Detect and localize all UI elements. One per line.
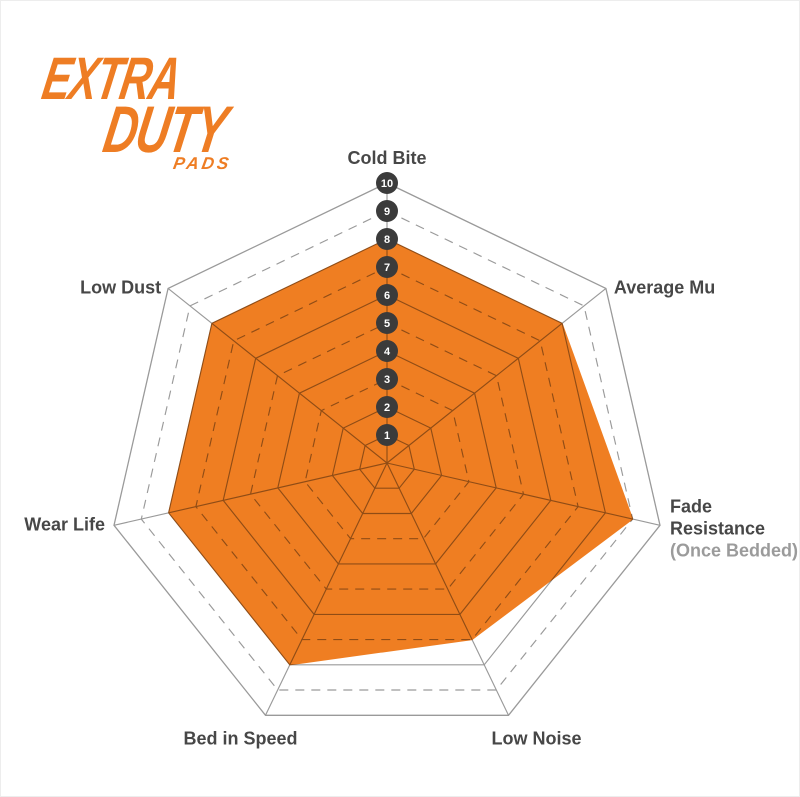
- axis-label-low-noise: Low Noise: [491, 728, 581, 748]
- grid-ring-5: [249, 322, 525, 590]
- grid-ring-6: [222, 294, 552, 615]
- scale-tick-label-10: 10: [381, 178, 393, 190]
- axis-label-fade-resistance: Fade Resistance (Once Bedded): [670, 496, 798, 560]
- scale-tick-3: [376, 368, 398, 390]
- scale-tick-label-7: 7: [384, 262, 390, 274]
- axis-spoke-wear-life: [113, 462, 388, 526]
- axis-spoke-low-dust: [167, 287, 388, 464]
- grid-ring-7: [195, 266, 579, 641]
- scale-tick-6: [376, 284, 398, 306]
- scale-tick-label-1: 1: [384, 430, 390, 442]
- grid-ring-3: [304, 378, 470, 540]
- scale-tick-label-3: 3: [384, 374, 390, 386]
- scale-tick-9: [376, 200, 398, 222]
- grid-ring-2: [331, 406, 443, 515]
- scale-tick-label-5: 5: [384, 318, 390, 330]
- axis-spoke-average-mu: [386, 287, 607, 464]
- scale-tick-label-6: 6: [384, 290, 390, 302]
- axis-spoke-low-noise: [386, 462, 510, 716]
- axis-label-cold-bite: Cold Bite: [348, 148, 427, 168]
- scale-tick-10: [376, 172, 398, 194]
- scale-tick-7: [376, 256, 398, 278]
- scale-tick-label-8: 8: [384, 234, 390, 246]
- axis-label-average-mu: Average Mu: [614, 277, 715, 297]
- axis-spoke-fade-resistance: [386, 462, 661, 526]
- scale-tick-label-4: 4: [384, 346, 391, 358]
- scale-tick-label-9: 9: [384, 206, 390, 218]
- axis-label-low-dust: Low Dust: [80, 277, 161, 297]
- scale-tick-4: [376, 340, 398, 362]
- grid-ring-10: [113, 182, 661, 716]
- axis-sublabel-fade-resistance: (Once Bedded): [670, 540, 798, 560]
- axis-spoke-bed-in-speed: [264, 462, 388, 716]
- scale-tick-2: [376, 396, 398, 418]
- scale-tick-1: [376, 424, 398, 446]
- grid-ring-4: [277, 350, 497, 565]
- scale-tick-5: [376, 312, 398, 334]
- axis-label-wear-life: Wear Life: [24, 514, 105, 534]
- grid-ring-1: [359, 434, 415, 489]
- axis-label-bed-in-speed: Bed in Speed: [183, 728, 297, 748]
- scale-tick-label-2: 2: [384, 402, 390, 414]
- grid-ring-8: [167, 238, 607, 666]
- scale-tick-8: [376, 228, 398, 250]
